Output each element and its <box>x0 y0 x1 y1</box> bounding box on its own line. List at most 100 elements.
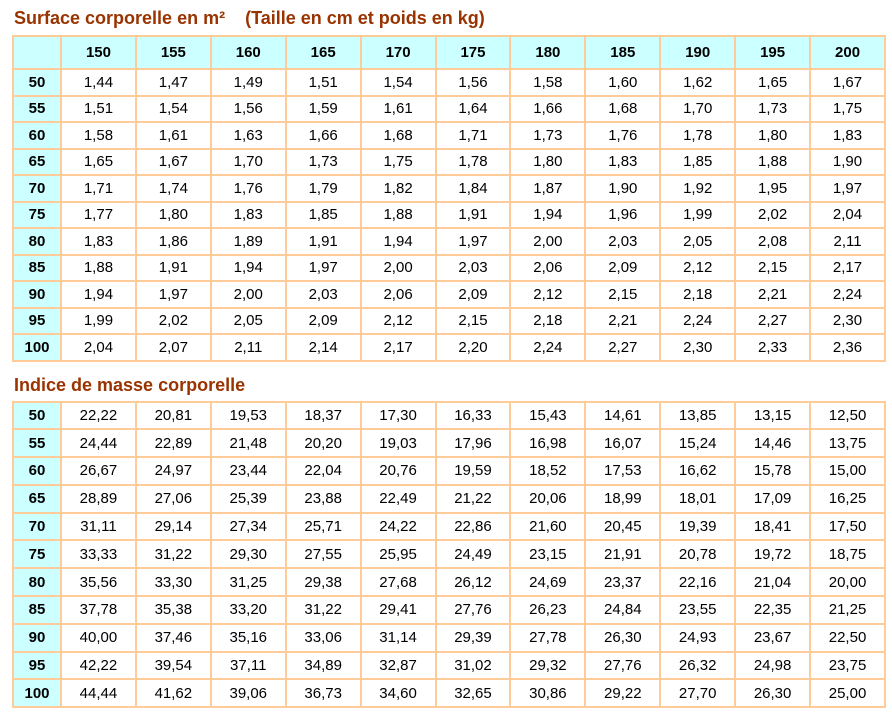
data-cell: 2,05 <box>659 227 737 256</box>
data-cell: 2,36 <box>809 333 886 362</box>
data-cell: 23,44 <box>209 456 287 486</box>
data-cell: 2,07 <box>134 333 212 362</box>
table-row: 65 1,65 1,67 1,70 1,73 1,75 1,78 1,80 1,83 1,85 1,… <box>12 147 886 176</box>
column-header-height-cm: 155 <box>134 35 212 70</box>
data-cell: 35,16 <box>209 622 287 653</box>
data-cell: 2,12 <box>359 306 437 335</box>
data-cell: 19,72 <box>734 539 812 570</box>
data-cell: 1,56 <box>209 94 287 123</box>
data-cell: 26,67 <box>60 456 137 486</box>
data-cell: 40,00 <box>60 622 137 653</box>
surface-corporelle-table: 150 155 160 165 170 175 180 185 190 195 200 50 1,44 1… <box>12 35 886 362</box>
data-cell: 1,65 <box>734 68 812 97</box>
data-cell: 33,30 <box>134 567 212 598</box>
data-cell: 1,94 <box>359 227 437 256</box>
data-cell: 39,54 <box>134 650 212 681</box>
data-cell: 1,79 <box>284 174 362 203</box>
data-cell: 29,14 <box>134 511 212 542</box>
data-cell: 23,37 <box>584 567 662 598</box>
column-header-height-cm: 175 <box>434 35 512 70</box>
data-cell: 27,76 <box>584 650 662 681</box>
data-cell: 19,39 <box>659 511 737 542</box>
data-cell: 1,74 <box>134 174 212 203</box>
data-cell: 2,06 <box>359 280 437 309</box>
column-header-height-cm: 150 <box>60 35 137 70</box>
data-cell: 24,93 <box>659 622 737 653</box>
data-cell: 24,97 <box>134 456 212 486</box>
data-cell: 23,75 <box>809 650 886 681</box>
data-cell: 1,73 <box>734 94 812 123</box>
data-cell: 1,71 <box>60 174 137 203</box>
table-row: 85 1,88 1,91 1,94 1,97 2,00 2,03 2,06 2,09 2,12 2,… <box>12 253 886 282</box>
data-cell: 18,01 <box>659 483 737 514</box>
data-cell: 31,14 <box>359 622 437 653</box>
data-cell: 1,97 <box>284 253 362 282</box>
data-cell: 18,41 <box>734 511 812 542</box>
row-header-weight-kg: 60 <box>12 456 62 486</box>
data-cell: 1,67 <box>134 147 212 176</box>
data-cell: 29,41 <box>359 595 437 625</box>
data-cell: 2,18 <box>659 280 737 309</box>
data-cell: 14,61 <box>584 400 662 431</box>
data-cell: 2,04 <box>809 200 886 229</box>
data-cell: 37,11 <box>209 650 287 681</box>
data-cell: 33,33 <box>60 539 137 570</box>
data-cell: 16,62 <box>659 456 737 486</box>
data-cell: 42,22 <box>60 650 137 681</box>
table-row: 65 28,89 27,06 25,39 23,88 22,49 21,22 20,06 18,… <box>12 483 886 514</box>
table-row: 50 22,22 20,81 19,53 18,37 17,30 16,33 15,43 14,… <box>12 400 886 431</box>
row-header-weight-kg: 95 <box>12 306 62 335</box>
data-cell: 13,85 <box>659 400 737 431</box>
data-cell: 1,90 <box>809 147 886 176</box>
data-cell: 1,90 <box>584 174 662 203</box>
data-cell: 2,11 <box>209 333 287 362</box>
data-cell: 1,99 <box>659 200 737 229</box>
data-cell: 37,78 <box>60 595 137 625</box>
data-cell: 35,56 <box>60 567 137 598</box>
data-cell: 1,92 <box>659 174 737 203</box>
data-cell: 2,00 <box>509 227 587 256</box>
data-cell: 2,03 <box>284 280 362 309</box>
table-row: 95 1,99 2,02 2,05 2,09 2,12 2,15 2,18 2,21 2,24 2,… <box>12 306 886 335</box>
data-cell: 27,78 <box>509 622 587 653</box>
column-header-height-cm: 180 <box>509 35 587 70</box>
data-cell: 1,66 <box>284 121 362 150</box>
data-cell: 1,64 <box>434 94 512 123</box>
data-cell: 2,00 <box>359 253 437 282</box>
table-row: 60 26,67 24,97 23,44 22,04 20,76 19,59 18,52 17,… <box>12 456 886 486</box>
column-header-height-cm: 200 <box>809 35 886 70</box>
surface-title-units: (Taille en cm et poids en kg) <box>245 8 485 28</box>
data-cell: 26,12 <box>434 567 512 598</box>
table-row: 80 35,56 33,30 31,25 29,38 27,68 26,12 24,69 23,… <box>12 567 886 598</box>
table-row: 55 24,44 22,89 21,48 20,20 19,03 17,96 16,98 16,… <box>12 428 886 459</box>
data-cell: 2,24 <box>809 280 886 309</box>
data-cell: 44,44 <box>60 678 137 709</box>
row-header-weight-kg: 80 <box>12 227 62 256</box>
data-cell: 2,14 <box>284 333 362 362</box>
data-cell: 1,59 <box>284 94 362 123</box>
data-cell: 41,62 <box>134 678 212 709</box>
data-cell: 1,94 <box>209 253 287 282</box>
data-cell: 2,09 <box>434 280 512 309</box>
data-cell: 2,24 <box>509 333 587 362</box>
data-cell: 16,07 <box>584 428 662 459</box>
data-cell: 20,20 <box>284 428 362 459</box>
data-cell: 1,89 <box>209 227 287 256</box>
data-cell: 30,86 <box>509 678 587 709</box>
row-header-weight-kg: 55 <box>12 94 62 123</box>
data-cell: 20,76 <box>359 456 437 486</box>
data-cell: 1,83 <box>809 121 886 150</box>
data-cell: 2,15 <box>584 280 662 309</box>
data-cell: 1,83 <box>584 147 662 176</box>
data-cell: 1,77 <box>60 200 137 229</box>
data-cell: 20,81 <box>134 400 212 431</box>
data-cell: 1,87 <box>509 174 587 203</box>
data-cell: 1,56 <box>434 68 512 97</box>
data-cell: 24,44 <box>60 428 137 459</box>
data-cell: 15,78 <box>734 456 812 486</box>
row-header-weight-kg: 55 <box>12 428 62 459</box>
data-cell: 1,63 <box>209 121 287 150</box>
data-cell: 2,27 <box>584 333 662 362</box>
data-cell: 1,54 <box>359 68 437 97</box>
data-cell: 19,03 <box>359 428 437 459</box>
